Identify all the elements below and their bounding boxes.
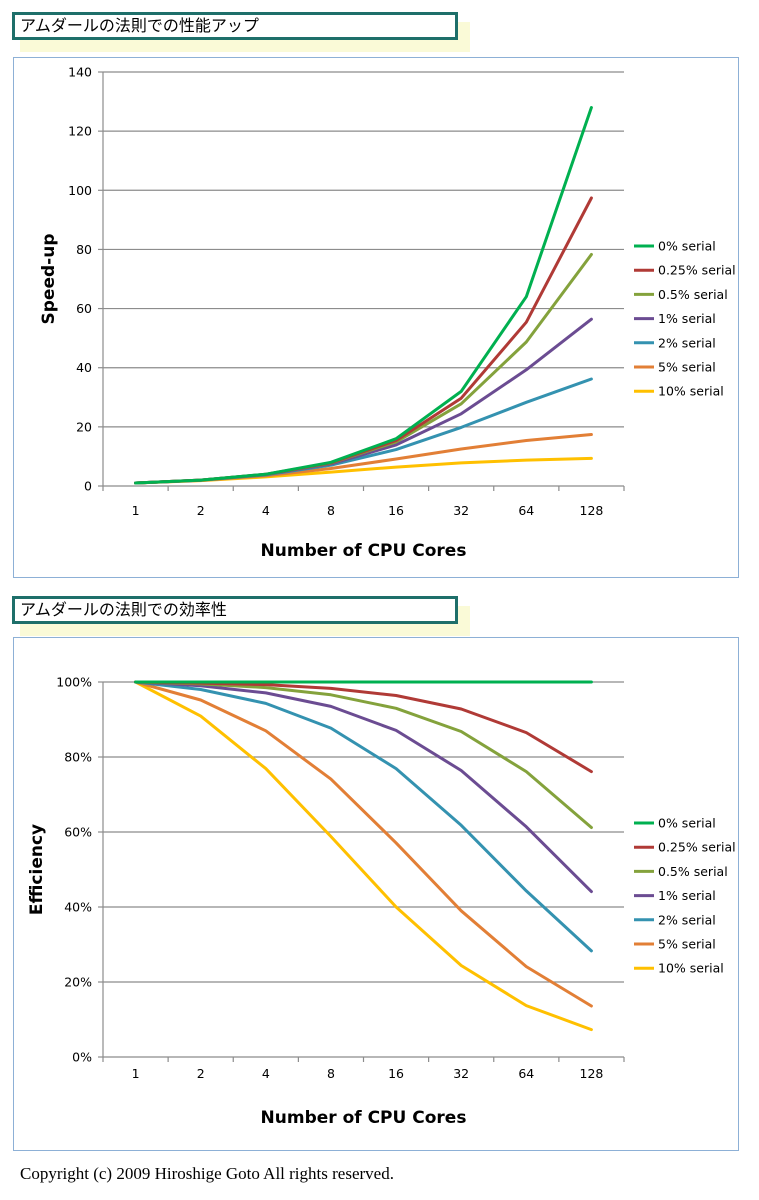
x-tick-label: 16 [388, 1066, 404, 1081]
y-tick-label: 80 [76, 242, 92, 257]
x-tick-label: 8 [327, 503, 335, 518]
x-axis-title: Number of CPU Cores [261, 541, 467, 561]
x-tick-label: 32 [453, 1066, 469, 1081]
y-tick-label: 100 [68, 183, 92, 198]
speedup-chart-title: アムダールの法則での性能アップ [12, 12, 458, 40]
legend-label: 1% serial [658, 888, 716, 903]
legend-label: 0.25% serial [658, 840, 736, 855]
series-line-0-5pct-serial [134, 680, 593, 829]
speedup-chart-heading: アムダールの法則での性能アップ [12, 12, 470, 52]
legend-label: 1% serial [658, 311, 716, 326]
series-line-10pct-serial [134, 680, 593, 1032]
efficiency-chart-title: アムダールの法則での効率性 [12, 596, 458, 624]
series-line-2pct-serial [134, 680, 593, 953]
efficiency-chart-heading: アムダールの法則での効率性 [12, 596, 470, 636]
y-tick-label: 60% [64, 825, 92, 840]
series-line-0-25pct-serial [134, 680, 593, 774]
legend-label: 0.25% serial [658, 263, 736, 278]
y-tick-label: 80% [64, 750, 92, 765]
x-tick-label: 128 [580, 503, 604, 518]
x-tick-label: 1 [132, 1066, 140, 1081]
legend-label: 0% serial [658, 816, 716, 831]
series-line-1pct-serial [134, 680, 593, 894]
y-tick-label: 140 [68, 65, 92, 80]
y-tick-label: 40% [64, 900, 92, 915]
y-axis-title: Efficiency [27, 824, 47, 915]
legend-label: 10% serial [658, 961, 724, 976]
x-axis-title: Number of CPU Cores [261, 1108, 467, 1128]
y-tick-label: 20% [64, 975, 92, 990]
series-line-0pct-serial [134, 106, 593, 485]
efficiency-chart-panel: 0% 20% 40% 60% 80% 100% 1 2 4 8 16 32 64 128 Number of… [13, 637, 739, 1151]
x-tick-label: 2 [197, 1066, 205, 1081]
legend-label: 5% serial [658, 360, 716, 375]
legend-label: 2% serial [658, 912, 716, 927]
y-tick-label: 20 [76, 419, 92, 434]
series-line-5pct-serial [134, 680, 593, 1008]
x-tick-label: 16 [388, 503, 404, 518]
y-tick-label: 120 [68, 124, 92, 139]
series-line-2pct-serial [134, 377, 593, 485]
series-line-0-5pct-serial [134, 253, 593, 485]
x-tick-label: 4 [262, 503, 270, 518]
speedup-chart-panel: 0 20 40 60 80 100 120 140 1 2 4 8 16 32 64 128 Number of… [13, 57, 739, 578]
legend-label: 5% serial [658, 937, 716, 952]
legend-label: 10% serial [658, 384, 724, 399]
x-tick-label: 64 [518, 1066, 534, 1081]
copyright-text: Copyright (c) 2009 Hiroshige Goto All ri… [20, 1164, 394, 1183]
speedup-chart: 0 20 40 60 80 100 120 140 1 2 4 8 16 32 64 128 Number of… [39, 65, 736, 562]
y-axis-title: Speed-up [39, 234, 59, 325]
efficiency-chart: 0% 20% 40% 60% 80% 100% 1 2 4 8 16 32 64 128 Number of… [27, 675, 736, 1129]
x-tick-label: 2 [197, 503, 205, 518]
y-tick-label: 40 [76, 360, 92, 375]
x-tick-label: 8 [327, 1066, 335, 1081]
y-tick-label: 60 [76, 301, 92, 316]
legend-label: 0% serial [658, 239, 716, 254]
legend-label: 0.5% serial [658, 864, 728, 879]
x-tick-label: 4 [262, 1066, 270, 1081]
x-tick-label: 32 [453, 503, 469, 518]
y-tick-label: 100% [56, 675, 92, 690]
x-tick-label: 64 [518, 503, 534, 518]
legend-label: 2% serial [658, 335, 716, 350]
y-tick-label: 0 [84, 479, 92, 494]
x-tick-label: 128 [580, 1066, 604, 1081]
legend-label: 0.5% serial [658, 287, 728, 302]
y-tick-label: 0% [72, 1050, 92, 1065]
x-tick-label: 1 [132, 503, 140, 518]
